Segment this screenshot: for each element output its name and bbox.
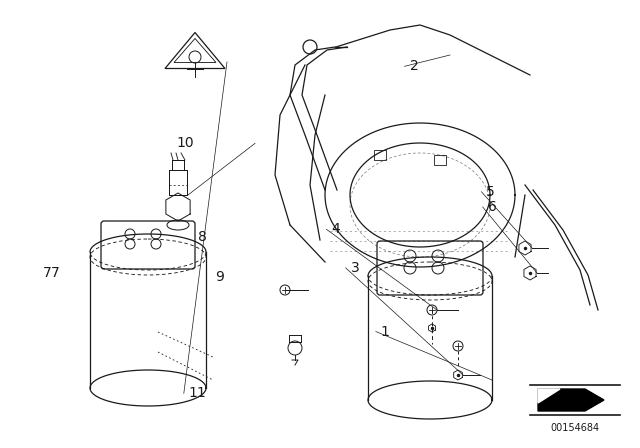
Text: 1: 1 [381, 324, 390, 339]
Text: 6: 6 [488, 200, 497, 214]
Bar [374, 150, 386, 160]
Text: 7: 7 [42, 266, 51, 280]
Text: 8: 8 [198, 229, 207, 244]
Polygon shape [538, 389, 560, 403]
Text: 10: 10 [176, 136, 194, 151]
Text: 00154684: 00154684 [550, 423, 600, 433]
Text: 4: 4 [332, 222, 340, 237]
Text: 2: 2 [410, 59, 419, 73]
Text: 5: 5 [486, 185, 495, 199]
Text: 7: 7 [51, 266, 60, 280]
Text: 11: 11 [189, 386, 207, 401]
Polygon shape [538, 389, 604, 411]
Text: 3: 3 [351, 261, 360, 275]
Text: 9: 9 [215, 270, 224, 284]
Bar [434, 155, 446, 165]
